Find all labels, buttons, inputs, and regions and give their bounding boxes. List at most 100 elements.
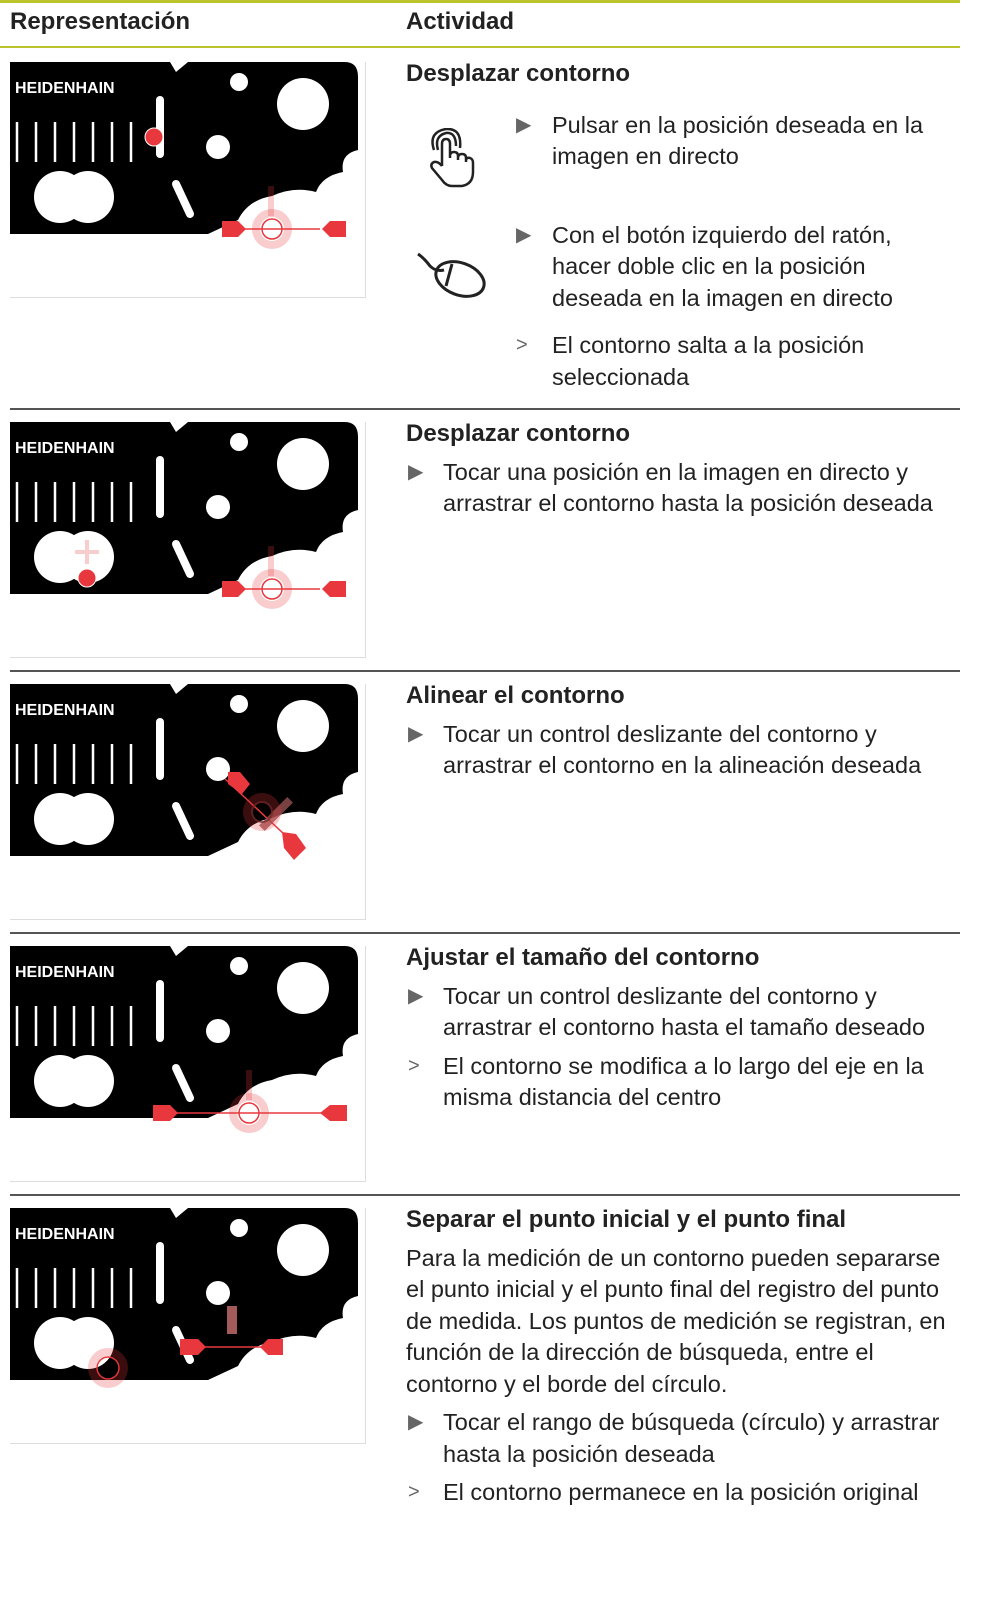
illustration: HEIDENHAIN bbox=[10, 62, 366, 298]
logo-text: HEIDENHAIN bbox=[15, 964, 115, 981]
step: > El contorno permanece en la posición or… bbox=[406, 1477, 956, 1509]
step-text: Pulsar en la posición deseada en la imag… bbox=[552, 111, 924, 170]
row-rule bbox=[10, 1194, 960, 1196]
header-col1: Representación bbox=[10, 8, 191, 35]
hole bbox=[206, 757, 230, 781]
logo-text: HEIDENHAIN bbox=[15, 1226, 115, 1243]
marker-graphic bbox=[144, 127, 164, 147]
row-rule bbox=[10, 932, 960, 934]
hole bbox=[206, 1019, 230, 1043]
step: ▶ Tocar una posición en la imagen en dire… bbox=[406, 457, 956, 520]
activity-title: Desplazar contorno bbox=[406, 420, 631, 447]
step-marker: > bbox=[408, 1481, 420, 1503]
hole bbox=[230, 957, 248, 975]
step: ▶ Con el botón izquierdo del ratón, hacer… bbox=[406, 220, 956, 315]
illustration: HEIDENHAIN bbox=[10, 946, 366, 1182]
activity-title: Ajustar el tamaño del contorno bbox=[406, 944, 760, 971]
slot bbox=[172, 802, 194, 840]
activity-title: Alinear el contorno bbox=[406, 682, 625, 709]
marker-graphic bbox=[268, 546, 274, 576]
hole bbox=[62, 793, 114, 845]
marker-graphic bbox=[320, 1105, 347, 1121]
logo-text: HEIDENHAIN bbox=[15, 80, 115, 97]
mouse-cable bbox=[417, 252, 454, 287]
activity-title: Separar el punto inicial y el punto fina… bbox=[406, 1206, 847, 1233]
step-marker: ▶ bbox=[408, 984, 424, 1007]
activity: Desplazar contorno ▶ Pulsar en la posición… bbox=[406, 58, 956, 409]
hole bbox=[277, 962, 329, 1014]
hole bbox=[62, 531, 114, 583]
activity: Separar el punto inicial y el punto fina… bbox=[406, 1204, 956, 1516]
marker-graphic bbox=[282, 832, 306, 860]
step: ▶ Tocar un control deslizante del contorn… bbox=[406, 719, 956, 782]
marker-graphic bbox=[268, 186, 274, 216]
slot bbox=[172, 540, 194, 578]
marker-graphic bbox=[238, 1102, 260, 1124]
activity-title: Desplazar contorno bbox=[406, 60, 631, 87]
marker-graphic bbox=[261, 218, 283, 240]
marker-graphic bbox=[153, 1105, 178, 1121]
hole bbox=[230, 73, 248, 91]
activity: Ajustar el tamaño del contorno ▶ Tocar un … bbox=[406, 942, 956, 1121]
touch-shape bbox=[430, 128, 475, 188]
step: ▶ Pulsar en la posición deseada en la ima… bbox=[406, 110, 956, 173]
mouse-icon bbox=[417, 252, 486, 298]
hole bbox=[206, 1281, 230, 1305]
marker-graphic bbox=[88, 1348, 128, 1388]
top-notch bbox=[170, 422, 188, 432]
illustration: HEIDENHAIN bbox=[10, 422, 366, 658]
hole bbox=[277, 1224, 329, 1276]
marker-graphic bbox=[228, 772, 250, 794]
step-marker: > bbox=[408, 1054, 420, 1077]
marker-graphic bbox=[261, 578, 283, 600]
step-marker: ▶ bbox=[408, 1411, 424, 1433]
marker-graphic bbox=[229, 1093, 269, 1133]
step-marker: ▶ bbox=[516, 113, 532, 136]
marker-graphic bbox=[251, 801, 273, 823]
mouse-body bbox=[434, 260, 486, 298]
marker-graphic bbox=[322, 581, 346, 597]
marker-graphic bbox=[222, 581, 246, 597]
hole bbox=[62, 1317, 114, 1369]
hole bbox=[277, 438, 329, 490]
hole bbox=[277, 700, 329, 752]
marker-graphic bbox=[322, 221, 346, 237]
illustration: HEIDENHAIN bbox=[10, 684, 366, 920]
hole bbox=[277, 78, 329, 130]
hole bbox=[62, 171, 114, 223]
touch-icon bbox=[430, 128, 475, 188]
slot bbox=[172, 1064, 194, 1102]
step-text: El contorno salta a la posición seleccio… bbox=[552, 332, 865, 390]
hole bbox=[206, 495, 230, 519]
step-text: El contorno se modifica a lo largo del e… bbox=[443, 1052, 924, 1111]
marker-graphic bbox=[222, 221, 246, 237]
marker-graphic bbox=[252, 569, 292, 609]
logo-text: HEIDENHAIN bbox=[15, 702, 115, 719]
illustration: HEIDENHAIN bbox=[10, 1208, 366, 1444]
top-notch bbox=[170, 946, 188, 956]
activity: Desplazar contorno ▶ Tocar una posición en… bbox=[406, 418, 956, 527]
marker-graphic bbox=[260, 1339, 283, 1355]
step-text: Tocar un control deslizante del contorno… bbox=[443, 982, 926, 1041]
marker-graphic bbox=[246, 1070, 252, 1100]
slot bbox=[172, 180, 194, 218]
marker-graphic bbox=[252, 209, 292, 249]
step-text: El contorno permanece en la posición ori… bbox=[443, 1479, 919, 1505]
hole bbox=[206, 135, 230, 159]
row-rule bbox=[10, 670, 960, 672]
marker-graphic bbox=[259, 797, 293, 831]
step-marker: > bbox=[516, 334, 528, 356]
step-text: Tocar el rango de búsqueda (círculo) y a… bbox=[443, 1409, 940, 1467]
marker-graphic bbox=[96, 1356, 120, 1380]
header-col2: Actividad bbox=[406, 8, 515, 35]
hole bbox=[230, 1219, 248, 1237]
step: > El contorno se modifica a lo largo del … bbox=[406, 1051, 956, 1114]
top-notch bbox=[170, 684, 188, 694]
paragraph: Para la medición de un contorno pueden s… bbox=[406, 1244, 946, 1397]
top-notch bbox=[170, 1208, 188, 1218]
activity: Alinear el contorno ▶ Tocar un control des… bbox=[406, 680, 956, 789]
logo-text: HEIDENHAIN bbox=[15, 440, 115, 457]
step: ▶ Tocar un control deslizante del contorn… bbox=[406, 981, 956, 1044]
